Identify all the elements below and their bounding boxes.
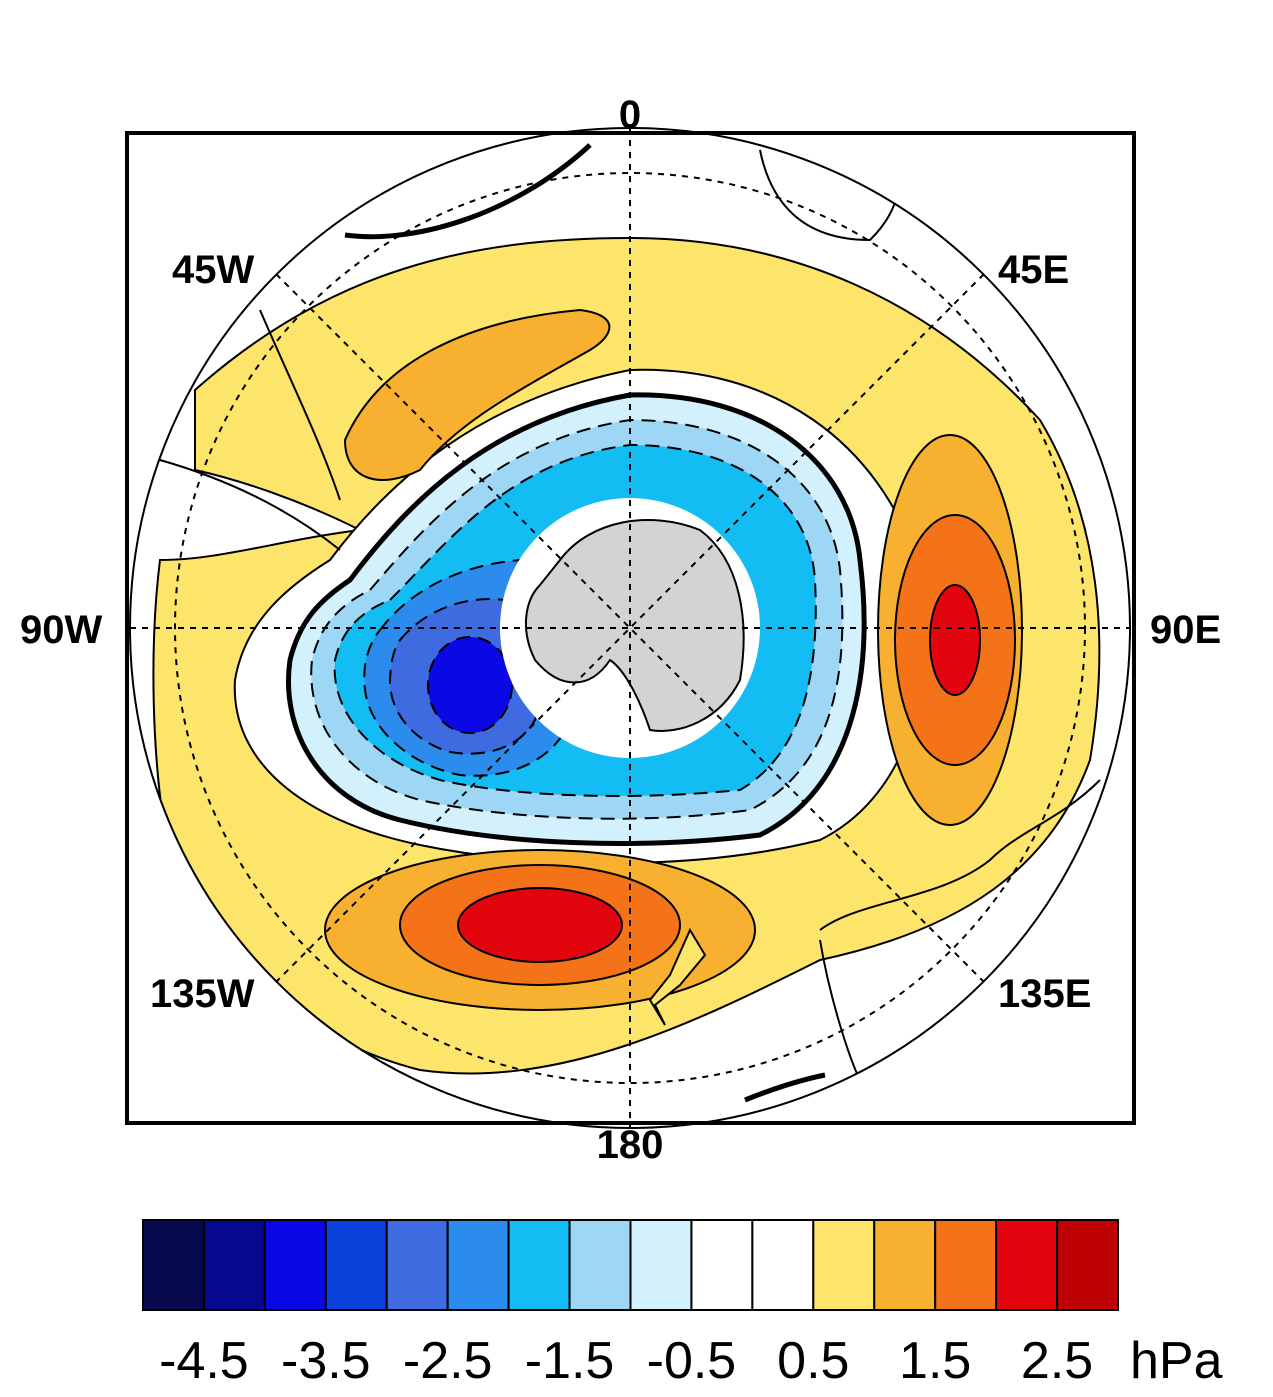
colorbar-swatch — [568, 1219, 632, 1311]
colorbar-tick-label: -0.5 — [647, 1332, 737, 1390]
colorbar-tick-label: 1.5 — [899, 1332, 971, 1390]
south-america-coast — [159, 309, 341, 551]
colorbar-swatch — [324, 1219, 388, 1311]
australia-coast — [819, 779, 1101, 1081]
latitude-circle — [174, 172, 1086, 1084]
colorbar-tick-label: 2.5 — [1021, 1332, 1093, 1390]
colorbar-labels: -4.5 -3.5 -2.5 -1.5 -0.5 0.5 1.5 2.5 — [159, 1332, 1093, 1390]
positive-right-3 — [929, 584, 981, 696]
colorbar-swatch — [812, 1219, 876, 1311]
colorbar-swatch — [995, 1219, 1059, 1311]
lon-label-0: 0 — [619, 93, 641, 137]
colorbar-swatch — [751, 1219, 815, 1311]
colorbar-tick-label: -2.5 — [403, 1332, 493, 1390]
zero-arc-top — [344, 143, 592, 240]
colorbar-tick-label: -3.5 — [281, 1332, 371, 1390]
colorbar-swatch — [873, 1219, 937, 1311]
lon-label-90e: 90E — [1150, 608, 1221, 652]
positive-bottom-3 — [457, 887, 623, 963]
lon-label-45w: 45W — [172, 248, 254, 292]
antarctica-land — [524, 519, 745, 732]
lon-label-90w: 90W — [20, 608, 102, 652]
field-layer — [152, 143, 1101, 1103]
lon-label-135e: 135E — [998, 972, 1091, 1016]
colorbar — [142, 1219, 1119, 1311]
lon-label-45e: 45E — [998, 248, 1069, 292]
colorbar-swatch — [202, 1219, 266, 1311]
colorbar-swatch — [1056, 1219, 1119, 1311]
colorbar-swatch — [385, 1219, 449, 1311]
colorbar-swatch — [934, 1219, 998, 1311]
meridian-lines — [130, 128, 1130, 1128]
colorbar-tick-label: -1.5 — [525, 1332, 615, 1390]
colorbar-tick-label: -4.5 — [159, 1332, 249, 1390]
colorbar-swatch — [446, 1219, 510, 1311]
colorbar-swatch — [507, 1219, 571, 1311]
new-zealand — [648, 927, 707, 1026]
colorbar-swatch — [263, 1219, 327, 1311]
neg-min-core — [427, 636, 513, 734]
positive-upper-left — [343, 308, 611, 481]
colorbar-swatch — [690, 1219, 754, 1311]
colorbar-tick-label: 0.5 — [777, 1332, 849, 1390]
colorbar-swatch — [142, 1219, 205, 1311]
lon-label-135w: 135W — [150, 972, 255, 1016]
lon-label-180: 180 — [597, 1123, 664, 1167]
zero-arc-bottom — [744, 1072, 826, 1103]
colorbar-unit: hPa — [1130, 1332, 1223, 1390]
colorbar-swatch — [629, 1219, 693, 1311]
